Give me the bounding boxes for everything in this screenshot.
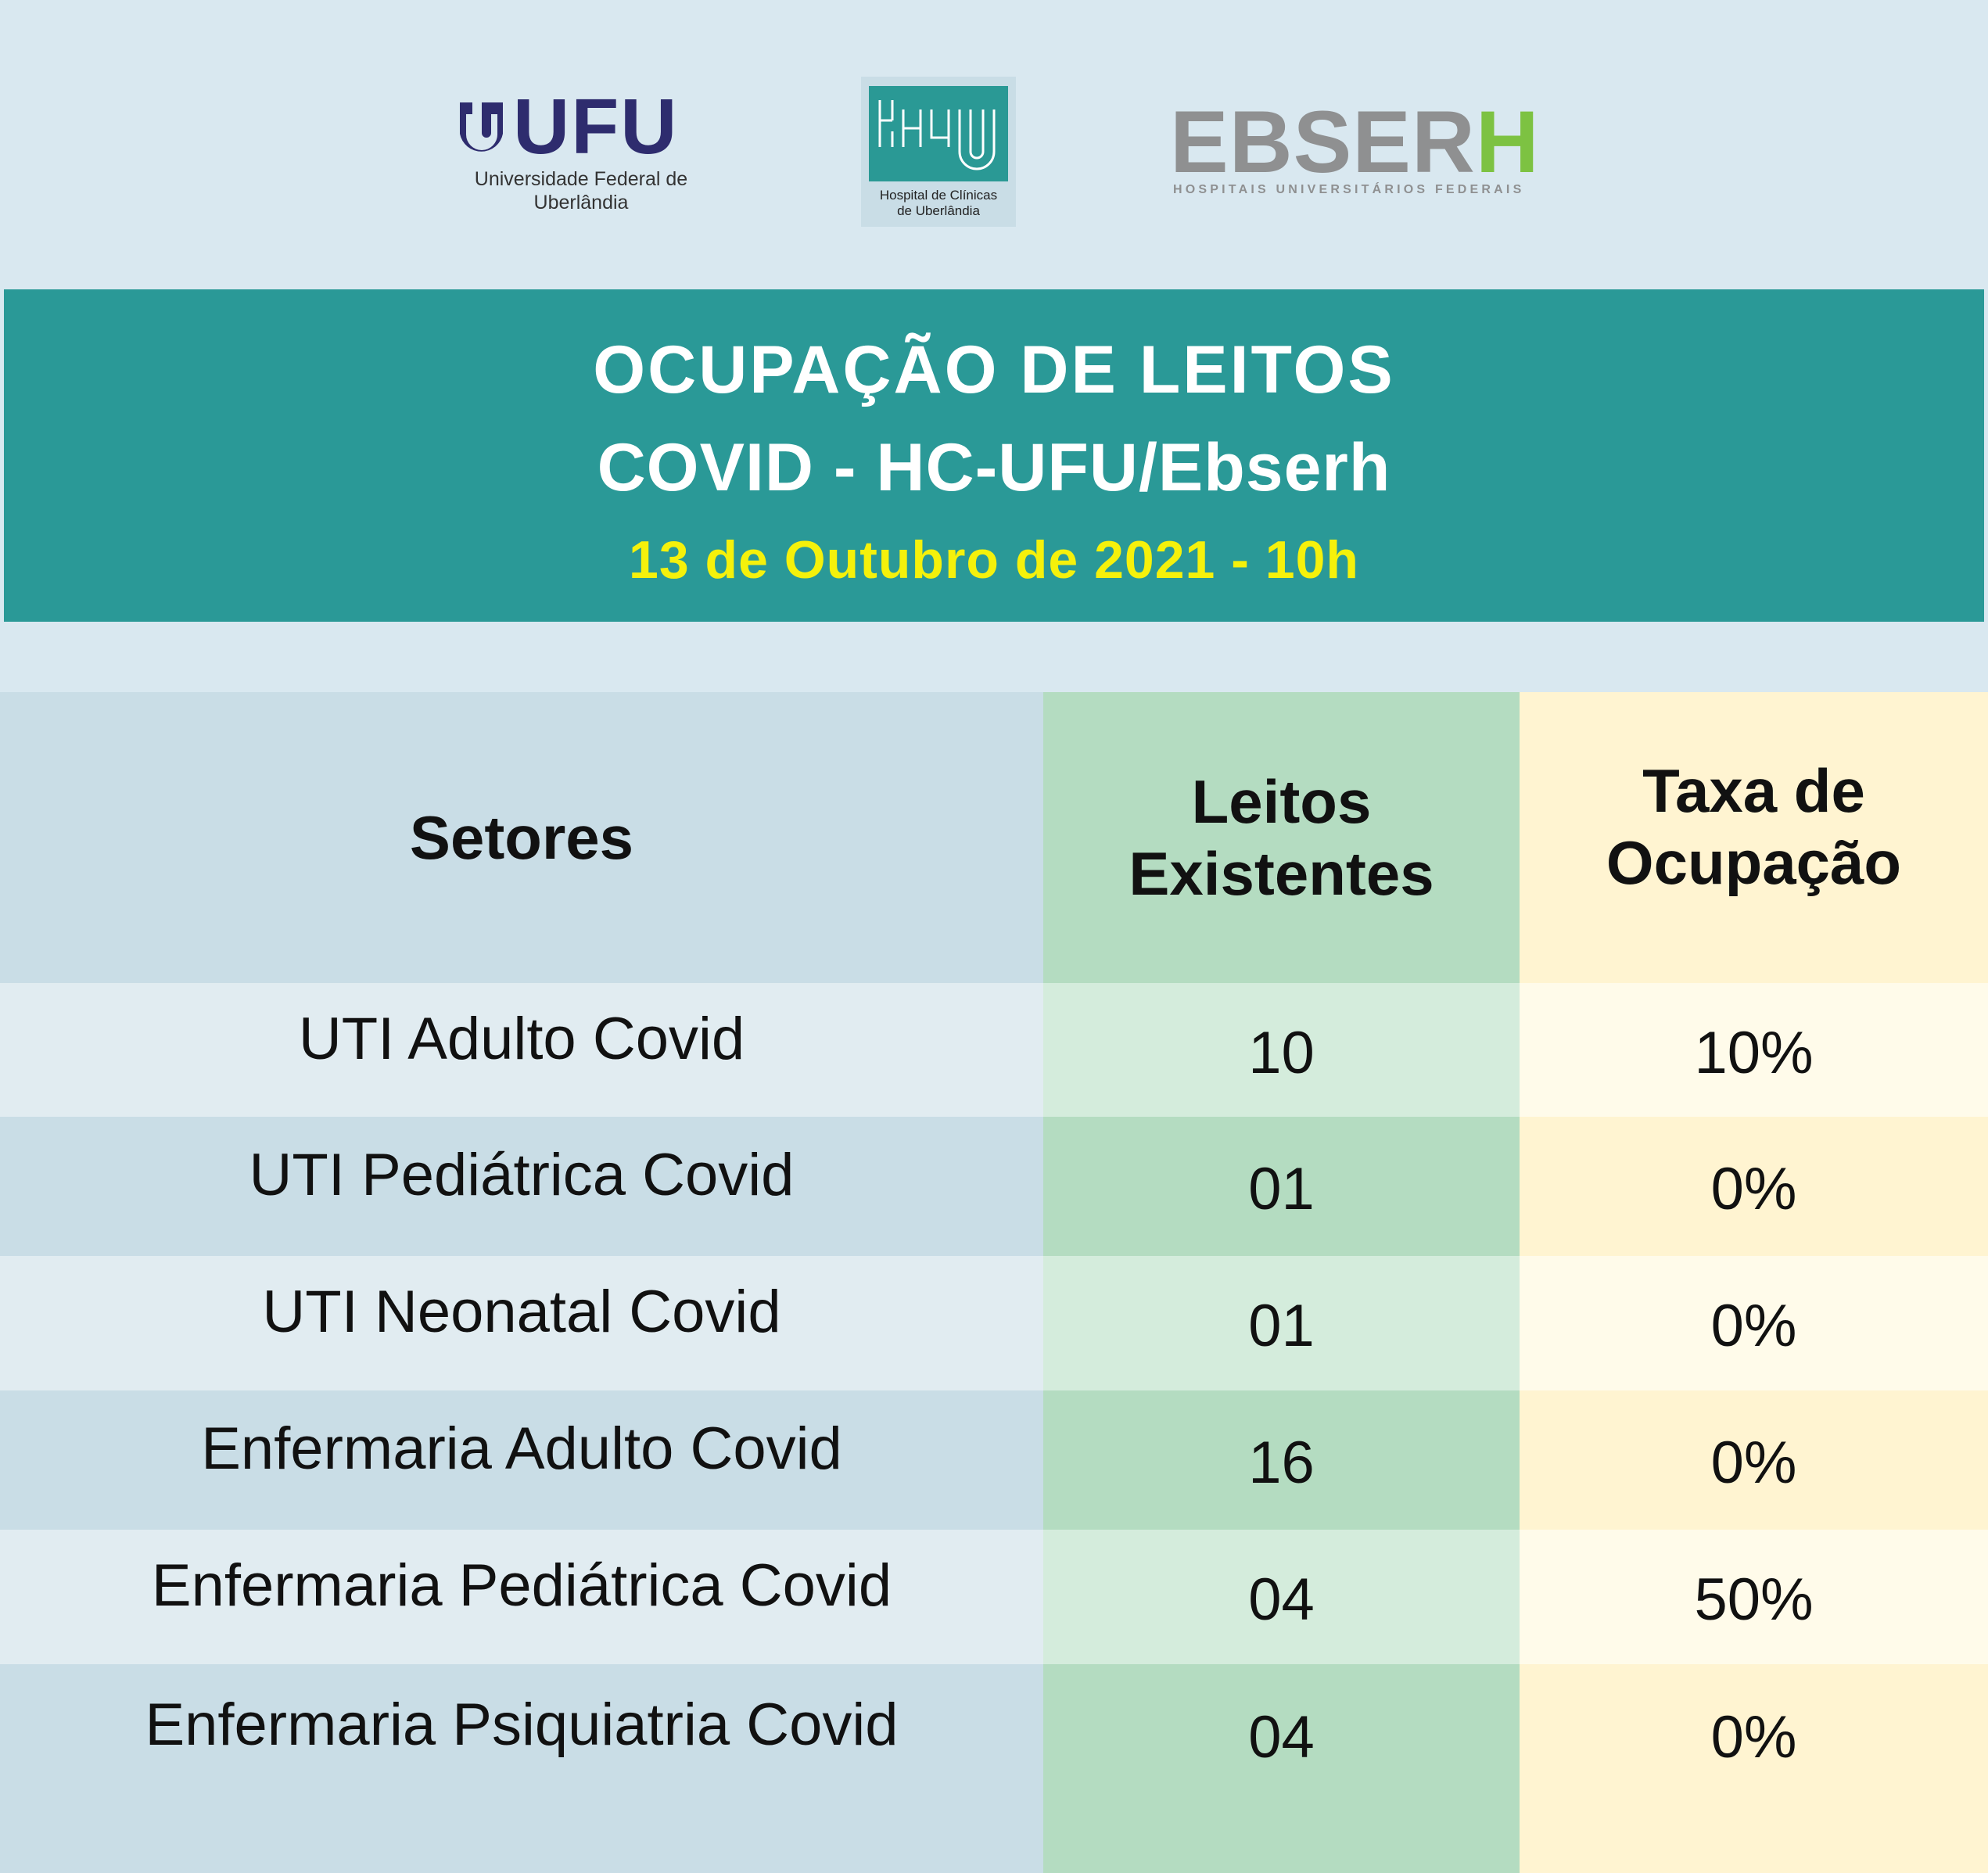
row-3-taxa: 0%: [1710, 1293, 1797, 1359]
ebserh-wordmark: EBSERH: [1170, 99, 1540, 186]
row-6-leitos-cell: 04: [1043, 1664, 1520, 1873]
hcu-subtitle: Hospital de Clínicas de Uberlândia: [861, 188, 1016, 219]
header-leitos-existentes: Leitos Existentes: [1043, 692, 1520, 983]
row-1-leitos-cell: 10: [1043, 983, 1520, 1117]
row-4-leitos-cell: 16: [1043, 1390, 1520, 1530]
row-4-setor-cell: Enfermaria Adulto Covid: [0, 1390, 1043, 1530]
row-3-taxa-cell: 0%: [1520, 1256, 1988, 1390]
header-leitos-line1: Leitos: [1191, 767, 1372, 836]
row-5-leitos-cell: 04: [1043, 1530, 1520, 1664]
row-5-setor: Enfermaria Pediátrica Covid: [151, 1552, 892, 1619]
row-3-setor: UTI Neonatal Covid: [262, 1279, 781, 1345]
row-1-taxa-cell: 10%: [1520, 983, 1988, 1117]
ufu-subtitle-line1: Universidade Federal de: [474, 168, 688, 190]
ufu-logo: UFU Universidade Federal de Uberlândia: [452, 88, 710, 217]
header-taxa-line2: Ocupação: [1606, 828, 1902, 897]
row-1-setor: UTI Adulto Covid: [298, 1005, 745, 1072]
ebserh-logo: EBSERH HOSPITAIS UNIVERSITÁRIOS FEDERAIS: [1170, 99, 1540, 203]
hcu-subtitle-line1: Hospital de Clínicas: [879, 188, 998, 203]
row-4-taxa: 0%: [1710, 1430, 1797, 1496]
logo-bar: UFU Universidade Federal de Uberlândia H…: [0, 0, 1988, 289]
header-setores: Setores: [0, 692, 1043, 983]
ebserh-wordmark-main: EBSER: [1170, 93, 1476, 191]
ebserh-tagline: HOSPITAIS UNIVERSITÁRIOS FEDERAIS: [1173, 183, 1525, 196]
row-5-leitos: 04: [1248, 1566, 1315, 1633]
title-line2: COVID - HC-UFU/Ebserh: [597, 430, 1391, 505]
ufu-subtitle-line2: Uberlândia: [533, 192, 629, 213]
row-2-setor: UTI Pediátrica Covid: [249, 1142, 795, 1208]
row-6-leitos: 04: [1248, 1703, 1315, 1771]
header-setores-label: Setores: [409, 803, 634, 872]
row-1-taxa: 10%: [1694, 1019, 1814, 1086]
row-2-setor-cell: UTI Pediátrica Covid: [0, 1117, 1043, 1256]
row-3-leitos: 01: [1248, 1293, 1315, 1359]
row-6-taxa: 0%: [1710, 1703, 1797, 1771]
row-3-setor-cell: UTI Neonatal Covid: [0, 1256, 1043, 1390]
ufu-subtitle: Universidade Federal de Uberlândia: [452, 167, 710, 214]
title-line1: OCUPAÇÃO DE LEITOS: [593, 332, 1395, 407]
row-6-setor: Enfermaria Psiquiatria Covid: [145, 1691, 899, 1758]
row-4-setor: Enfermaria Adulto Covid: [201, 1416, 842, 1482]
row-1-leitos: 10: [1248, 1019, 1315, 1086]
ufu-emblem-icon: [460, 102, 503, 152]
row-5-taxa-cell: 50%: [1520, 1530, 1988, 1664]
hcu-logo: Hospital de Clínicas de Uberlândia: [861, 77, 1016, 227]
bed-occupancy-table: Setores Leitos Existentes Taxa de Ocupaç…: [0, 692, 1988, 1873]
header-taxa-line1: Taxa de: [1642, 756, 1865, 825]
row-4-leitos: 16: [1248, 1430, 1315, 1496]
ebserh-wordmark-accent: H: [1475, 93, 1540, 191]
row-6-setor-cell: Enfermaria Psiquiatria Covid: [0, 1664, 1043, 1873]
row-4-taxa-cell: 0%: [1520, 1390, 1988, 1530]
row-5-setor-cell: Enfermaria Pediátrica Covid: [0, 1530, 1043, 1664]
hcu-subtitle-line2: de Uberlândia: [897, 203, 980, 218]
hcu-maze-icon: [878, 100, 996, 170]
row-3-leitos-cell: 01: [1043, 1256, 1520, 1390]
row-6-taxa-cell: 0%: [1520, 1664, 1988, 1873]
hcu-emblem: [869, 86, 1008, 181]
row-2-taxa: 0%: [1710, 1156, 1797, 1222]
row-5-taxa: 50%: [1694, 1566, 1814, 1633]
report-date: 13 de Outubro de 2021 - 10h: [629, 530, 1359, 590]
title-banner: OCUPAÇÃO DE LEITOS COVID - HC-UFU/Ebserh…: [4, 289, 1984, 622]
row-2-taxa-cell: 0%: [1520, 1117, 1988, 1256]
header-taxa-ocupacao: Taxa de Ocupação: [1520, 692, 1988, 983]
row-1-setor-cell: UTI Adulto Covid: [0, 983, 1043, 1117]
header-leitos-line2: Existentes: [1129, 839, 1434, 908]
row-2-leitos: 01: [1248, 1156, 1315, 1222]
ufu-wordmark: UFU: [513, 83, 679, 170]
row-2-leitos-cell: 01: [1043, 1117, 1520, 1256]
